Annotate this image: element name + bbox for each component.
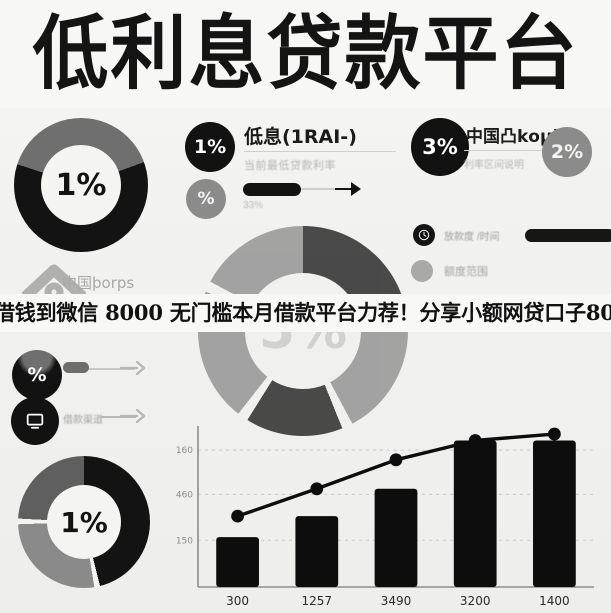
title-band: 低利息贷款平台: [0, 0, 611, 108]
progress-track: [63, 368, 135, 370]
dot-icon: [411, 260, 433, 282]
kpi-badge-percent: %: [186, 179, 226, 219]
divider: [464, 150, 544, 151]
donut-hole: 1%: [41, 145, 121, 225]
divider: [244, 151, 396, 152]
chart-canvas: 160 460 150 300 1257 3490 3200 1400: [176, 426, 594, 608]
home-item-label: 中国þorps: [62, 274, 135, 292]
monitor-badge: [11, 397, 59, 445]
y-tick-label: 160: [176, 446, 193, 456]
y-tick-label: 460: [176, 490, 193, 500]
donut-center-value: 1%: [55, 167, 107, 203]
arrow-right-icon: [120, 360, 145, 376]
kpi-label-low-rate: 低息(1RAI-): [244, 126, 357, 148]
donut-hole: 1%: [47, 485, 121, 559]
row-label: 放款度 /时间: [444, 231, 500, 243]
progress-fill: [243, 183, 301, 196]
chart-bar: [216, 537, 259, 587]
page-title: 低利息贷款平台: [32, 6, 579, 101]
kpi-badge-percent-left: %: [12, 350, 62, 400]
monitor-item-label: 借款渠道: [63, 415, 103, 426]
chart-line-marker: [310, 482, 324, 496]
y-tick-label: 150: [176, 536, 193, 546]
x-category-label: 300: [226, 594, 249, 608]
chart-bar: [295, 516, 339, 587]
kpi-label-china-rate: 中国凸kομ): [466, 127, 561, 147]
row-label: 额度范围: [444, 266, 488, 278]
rate-donut-top-left: 1%: [14, 118, 148, 252]
chart-bar: [374, 488, 418, 587]
overlay-band: [0, 294, 611, 332]
clock-icon: [413, 224, 435, 246]
chart-bar: [533, 440, 576, 587]
monitor-icon: [26, 413, 44, 429]
kpi-sublabel-china-rate: 利率区间说明: [464, 160, 524, 171]
chart-line-marker: [231, 509, 244, 523]
chart-bar: [453, 440, 497, 587]
row-term: 放款度 /时间: [413, 222, 611, 248]
chart-line-marker: [548, 427, 561, 441]
x-category-label: 3490: [381, 594, 412, 608]
rate-donut-bottom-left: 1%: [18, 456, 150, 588]
divider: [100, 416, 136, 418]
overlay-banner-text: 借钱到微信 8000 无门槛本月借款平台力荐！分享小额网贷口子8000无: [0, 300, 611, 325]
bar-line-chart: 160 460 150 300 1257 3490 3200 1400: [172, 424, 602, 613]
row-bar: [525, 229, 611, 242]
progress-fill: [63, 362, 89, 373]
kpi-badge-china-rate: 3%: [411, 118, 469, 176]
arrow-right-icon: [120, 408, 145, 424]
x-category-label: 1257: [302, 594, 333, 608]
chart-line-marker: [389, 453, 403, 467]
x-category-label: 1400: [539, 594, 570, 608]
x-category-label: 3200: [460, 594, 491, 608]
kpi-badge-low-rate: 1%: [185, 122, 235, 172]
chart-line-marker: [468, 434, 482, 447]
kpi-badge-secondary: 2%: [542, 127, 592, 177]
arrow-right-icon: [335, 182, 361, 196]
donut-center-value: 1%: [60, 505, 108, 539]
row-range: 额度范围: [411, 258, 601, 284]
kpi-sublabel-low-rate: 当前最低贷款利率: [244, 160, 336, 172]
progress-label: 33%: [243, 200, 264, 211]
